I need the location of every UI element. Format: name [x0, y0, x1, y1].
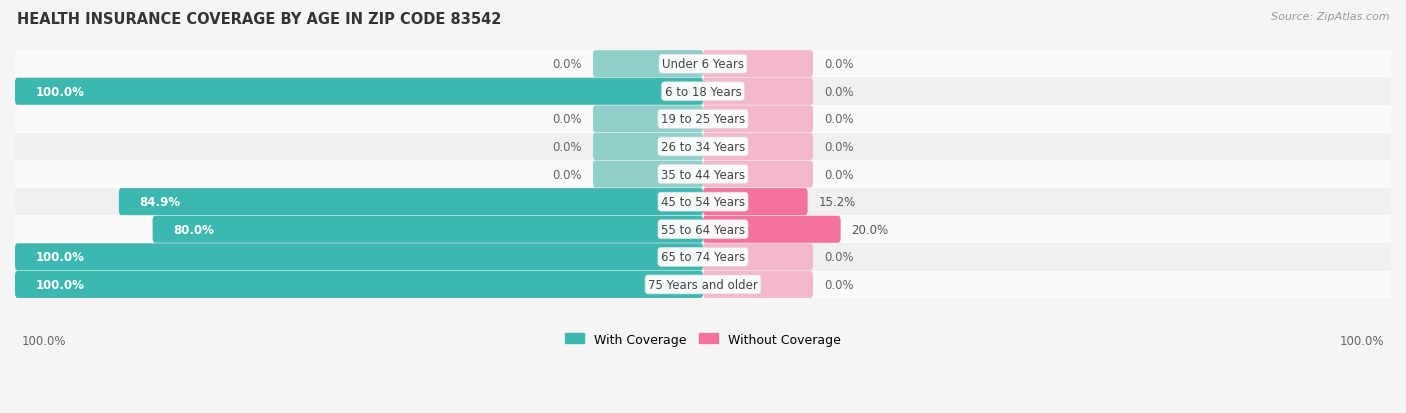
FancyBboxPatch shape: [593, 51, 703, 78]
FancyBboxPatch shape: [15, 78, 703, 106]
FancyBboxPatch shape: [703, 189, 807, 216]
Text: 0.0%: 0.0%: [824, 58, 853, 71]
Bar: [15, 51, 1391, 78]
Text: 100.0%: 100.0%: [35, 85, 84, 99]
Text: HEALTH INSURANCE COVERAGE BY AGE IN ZIP CODE 83542: HEALTH INSURANCE COVERAGE BY AGE IN ZIP …: [17, 12, 502, 27]
FancyBboxPatch shape: [703, 78, 813, 106]
Text: 0.0%: 0.0%: [553, 113, 582, 126]
Text: 0.0%: 0.0%: [553, 58, 582, 71]
Text: 100.0%: 100.0%: [22, 334, 66, 347]
FancyBboxPatch shape: [593, 106, 703, 133]
Text: 0.0%: 0.0%: [824, 85, 853, 99]
FancyBboxPatch shape: [703, 216, 841, 243]
Text: 6 to 18 Years: 6 to 18 Years: [665, 85, 741, 99]
FancyBboxPatch shape: [15, 244, 703, 271]
Bar: [15, 78, 1391, 106]
Text: 19 to 25 Years: 19 to 25 Years: [661, 113, 745, 126]
Bar: [15, 161, 1391, 188]
FancyBboxPatch shape: [703, 271, 813, 298]
FancyBboxPatch shape: [703, 106, 813, 133]
Text: 75 Years and older: 75 Years and older: [648, 278, 758, 291]
Bar: [15, 216, 1391, 243]
Text: 35 to 44 Years: 35 to 44 Years: [661, 168, 745, 181]
Bar: [15, 243, 1391, 271]
Text: 84.9%: 84.9%: [139, 196, 180, 209]
FancyBboxPatch shape: [703, 161, 813, 188]
Text: 45 to 54 Years: 45 to 54 Years: [661, 196, 745, 209]
Legend: With Coverage, Without Coverage: With Coverage, Without Coverage: [561, 328, 845, 351]
FancyBboxPatch shape: [15, 271, 703, 298]
FancyBboxPatch shape: [703, 244, 813, 271]
Text: 0.0%: 0.0%: [824, 113, 853, 126]
Text: Under 6 Years: Under 6 Years: [662, 58, 744, 71]
Text: 0.0%: 0.0%: [824, 140, 853, 154]
Text: 0.0%: 0.0%: [824, 168, 853, 181]
Text: 0.0%: 0.0%: [553, 140, 582, 154]
Text: 0.0%: 0.0%: [824, 278, 853, 291]
Bar: [15, 271, 1391, 299]
FancyBboxPatch shape: [593, 134, 703, 161]
Text: 100.0%: 100.0%: [35, 251, 84, 264]
Text: 0.0%: 0.0%: [824, 251, 853, 264]
Text: 26 to 34 Years: 26 to 34 Years: [661, 140, 745, 154]
Text: 100.0%: 100.0%: [1340, 334, 1384, 347]
FancyBboxPatch shape: [593, 161, 703, 188]
Text: Source: ZipAtlas.com: Source: ZipAtlas.com: [1271, 12, 1389, 22]
Text: 100.0%: 100.0%: [35, 278, 84, 291]
FancyBboxPatch shape: [153, 216, 703, 243]
Text: 0.0%: 0.0%: [553, 168, 582, 181]
FancyBboxPatch shape: [703, 51, 813, 78]
Text: 15.2%: 15.2%: [818, 196, 856, 209]
Text: 65 to 74 Years: 65 to 74 Years: [661, 251, 745, 264]
FancyBboxPatch shape: [703, 134, 813, 161]
Bar: [15, 106, 1391, 133]
Text: 80.0%: 80.0%: [173, 223, 214, 236]
FancyBboxPatch shape: [120, 189, 703, 216]
Text: 55 to 64 Years: 55 to 64 Years: [661, 223, 745, 236]
Bar: [15, 188, 1391, 216]
Text: 20.0%: 20.0%: [852, 223, 889, 236]
Bar: [15, 133, 1391, 161]
